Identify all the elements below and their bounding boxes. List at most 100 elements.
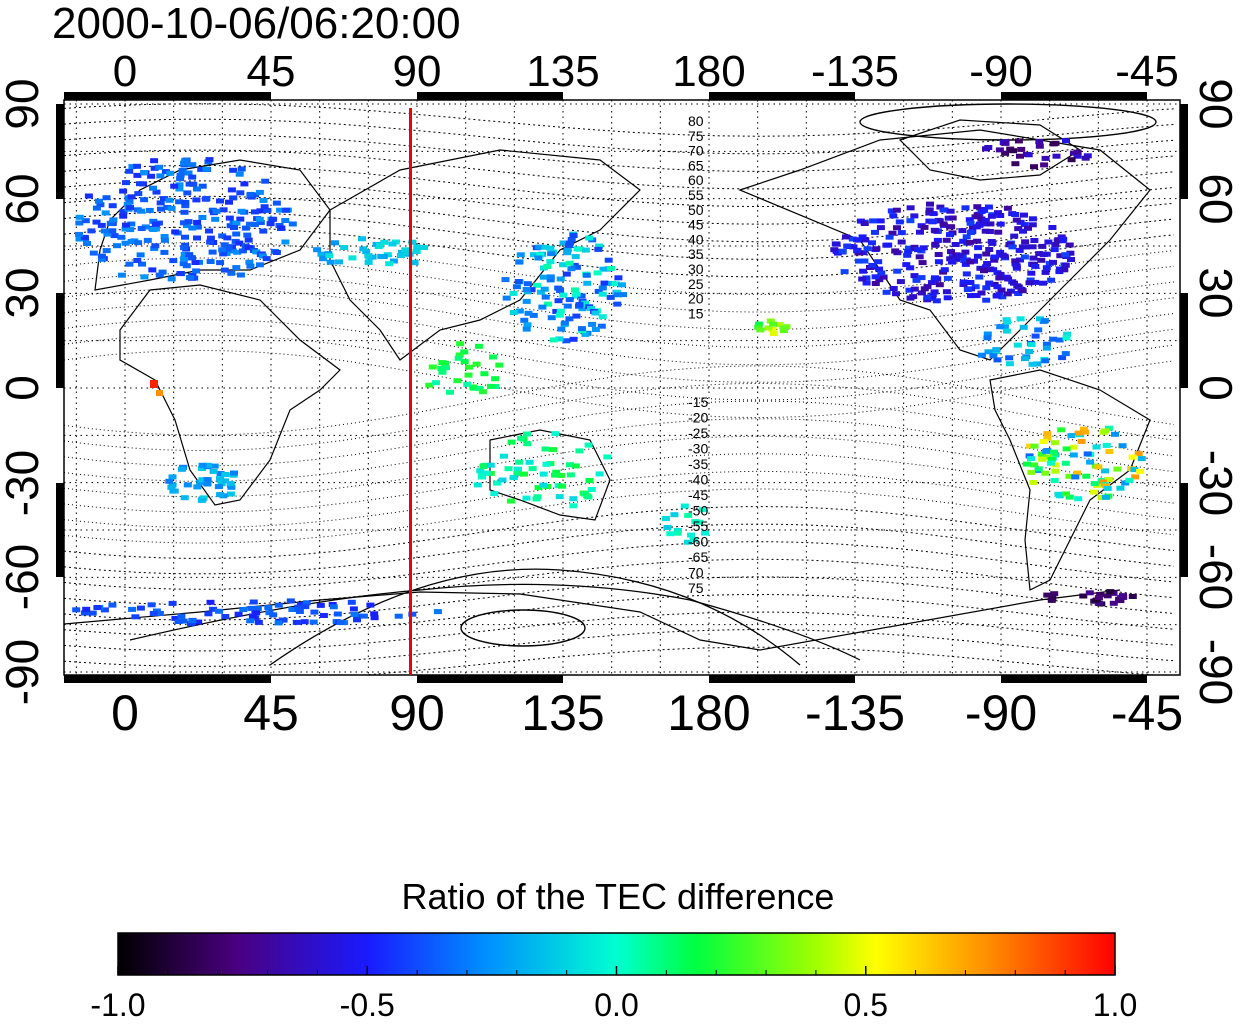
tec-pixel (119, 188, 128, 194)
tec-pixel (516, 252, 525, 258)
tec-pixel (1014, 226, 1023, 232)
tec-pixel (895, 219, 904, 225)
tec-pixel (80, 234, 89, 240)
tec-pixel (1042, 448, 1051, 454)
tec-pixel (1030, 462, 1039, 468)
frame-bar-bottom (417, 675, 563, 683)
tec-pixel (885, 234, 894, 240)
tec-pixel (246, 618, 255, 624)
tec-pixel (243, 232, 252, 238)
tec-pixel (582, 272, 591, 278)
tec-pixel (1079, 426, 1088, 432)
tec-pixel (179, 220, 188, 226)
tec-pixel (1002, 317, 1011, 323)
tec-pixel (326, 259, 335, 265)
latitude-labels-left: 90 60 30 0 -30 -60 -90 (0, 78, 48, 705)
tec-pixel (102, 248, 111, 254)
tec-pixel (93, 605, 102, 610)
tec-pixel (524, 310, 533, 316)
tec-pixel (1128, 594, 1137, 599)
tec-pixel (1041, 470, 1050, 476)
tec-pixel (166, 170, 175, 176)
tec-pixel (198, 477, 207, 483)
tec-pixel (1074, 430, 1083, 436)
tec-pixel (122, 222, 130, 228)
tec-pixel (613, 301, 622, 307)
tec-pixel (117, 272, 126, 278)
contour-labels: 8075706560555045403530252015-15-20-25-30… (688, 113, 708, 596)
frame-bar-right (1180, 104, 1188, 199)
tec-pixel (948, 259, 956, 265)
tec-pixel (858, 234, 867, 240)
tec-pixel (1079, 593, 1088, 599)
tec-pixel (896, 279, 905, 285)
tec-pixel (577, 293, 586, 299)
tec-pixel (1085, 590, 1094, 596)
tec-pixel (1118, 443, 1127, 449)
tec-pixel (985, 229, 994, 234)
tec-pixel (249, 599, 258, 605)
tec-pixel (383, 252, 392, 258)
tec-pixel (859, 268, 868, 274)
tec-pixel (930, 289, 939, 295)
tec-pixel (156, 200, 165, 206)
tec-pixel (981, 217, 990, 223)
tec-pixel (556, 288, 565, 293)
longitude-labels-top: 0 45 90 135 180 -135 -90 -45 (113, 47, 1179, 96)
tec-pixel (1062, 491, 1070, 497)
tec-pixel (403, 250, 412, 255)
tec-pixel (1014, 138, 1023, 144)
tec-pixel (1054, 491, 1063, 497)
tec-pixel (546, 245, 555, 251)
tec-pixel (1092, 597, 1101, 603)
tec-pixel (84, 193, 93, 199)
tec-pixel (281, 218, 290, 223)
tec-pixel (666, 531, 675, 537)
tec-pixel (313, 247, 322, 253)
tec-pixel (858, 276, 867, 282)
tec-pixel (136, 252, 145, 258)
tec-pixel (97, 253, 106, 259)
tec-pixel (959, 279, 968, 285)
tec-pixel (121, 240, 130, 246)
tec-pixel (1017, 146, 1026, 152)
tec-pixel (552, 469, 561, 475)
tec-pixel (934, 259, 943, 265)
tec-pixel (559, 262, 568, 268)
tec-pixel (1012, 217, 1021, 223)
tec-pixel (156, 390, 163, 396)
contour-label: 30 (688, 261, 704, 277)
tec-pixel (455, 352, 464, 358)
tec-pixel (302, 600, 311, 606)
tec-pixel (1020, 222, 1029, 228)
tec-pixel (557, 472, 566, 478)
tec-pixel (830, 247, 839, 253)
tec-pixel (1113, 466, 1122, 472)
tec-pixel (109, 217, 118, 223)
tec-pixel (140, 197, 149, 203)
tec-pixel (598, 314, 607, 320)
tec-pixel (948, 215, 957, 221)
lat-tick-right: -30 (1190, 450, 1240, 516)
tec-pixel (183, 223, 191, 229)
tec-pixel (495, 362, 504, 368)
tec-pixel (946, 208, 955, 214)
tec-pixel (1051, 468, 1060, 474)
tec-pixel (973, 253, 982, 259)
tec-pixel (1067, 257, 1075, 262)
tec-pixel (581, 331, 590, 337)
tec-pixel (1096, 591, 1105, 597)
tec-pixel (340, 245, 349, 250)
tec-pixel (119, 213, 128, 219)
tec-pixel (972, 224, 981, 230)
tec-pixel (906, 205, 915, 211)
tec-pixel (456, 341, 465, 347)
tec-pixel (310, 609, 319, 615)
tec-pixel (128, 164, 137, 170)
tec-pixel (587, 487, 596, 492)
tec-pixel (504, 466, 513, 472)
tec-pixel (661, 516, 670, 521)
tec-pixel (1099, 479, 1108, 485)
tec-pixel (1101, 428, 1110, 434)
tec-pixel (523, 431, 531, 437)
